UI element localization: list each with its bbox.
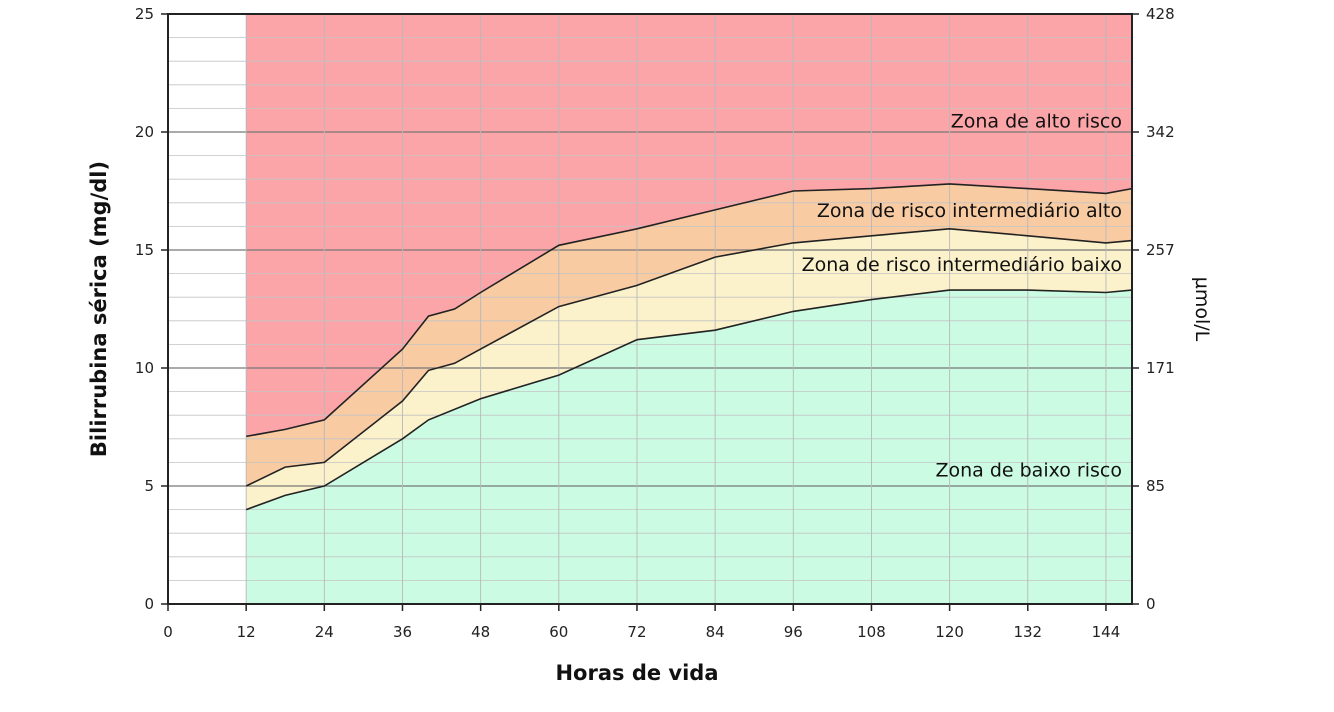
zone-labels: Zona de alto risco Zona de risco intermed… [802, 110, 1122, 481]
y-axis-ticks: 0 5 10 15 20 25 [135, 5, 168, 613]
y2-axis-ticks: 0 85 171 257 342 428 [1132, 5, 1175, 613]
curve-40th-percentile [245, 289, 1133, 511]
x-tick-label: 144 [1092, 623, 1121, 641]
y2-tick-label: 0 [1146, 595, 1156, 613]
x-tick-label: 84 [706, 623, 725, 641]
y-axis-title: Bilirrubina sérica (mg/dl) [87, 161, 111, 457]
x-axis-ticks: 0 12 24 36 48 60 72 84 96 108 120 132 144 [163, 604, 1120, 641]
zones-layer [246, 14, 1132, 604]
x-tick-label: 132 [1013, 623, 1042, 641]
x-tick-label: 36 [393, 623, 412, 641]
y2-tick-label: 428 [1146, 5, 1175, 23]
curve-95th-percentile [246, 183, 1133, 438]
curves-layer [245, 183, 1133, 511]
zone-label-low-risk: Zona de baixo risco [935, 460, 1122, 482]
zone-low-intermediate-risk [246, 228, 1132, 510]
x-tick-label: 108 [857, 623, 886, 641]
y2-tick-label: 257 [1146, 241, 1175, 259]
x-tick-label: 24 [315, 623, 334, 641]
x-tick-label: 0 [163, 623, 173, 641]
y2-tick-label: 342 [1146, 123, 1175, 141]
x-axis-title: Horas de vida [555, 661, 718, 685]
x-tick-label: 96 [784, 623, 803, 641]
y-tick-label: 5 [144, 477, 154, 495]
y-tick-label: 25 [135, 5, 154, 23]
plot-frame [167, 13, 1133, 605]
zone-high-risk [246, 14, 1132, 437]
x-tick-label: 72 [627, 623, 646, 641]
zone-label-high-intermediate: Zona de risco intermediário alto [817, 200, 1122, 222]
y2-axis-title: µmol/L [1191, 277, 1213, 342]
zone-label-low-intermediate: Zona de risco intermediário baixo [802, 254, 1122, 276]
y-tick-label: 20 [135, 123, 154, 141]
y-tick-label: 10 [135, 359, 154, 377]
y2-tick-label: 85 [1146, 477, 1165, 495]
zone-label-high-risk: Zona de alto risco [951, 110, 1122, 132]
x-tick-label: 120 [935, 623, 964, 641]
x-tick-label: 60 [549, 623, 568, 641]
curve-75th-percentile [245, 227, 1133, 487]
y-tick-label: 0 [144, 595, 154, 613]
y-tick-label: 15 [135, 241, 154, 259]
y2-tick-label: 171 [1146, 359, 1175, 377]
x-tick-label: 48 [471, 623, 490, 641]
zone-high-intermediate-risk [246, 183, 1132, 486]
x-tick-label: 12 [237, 623, 256, 641]
